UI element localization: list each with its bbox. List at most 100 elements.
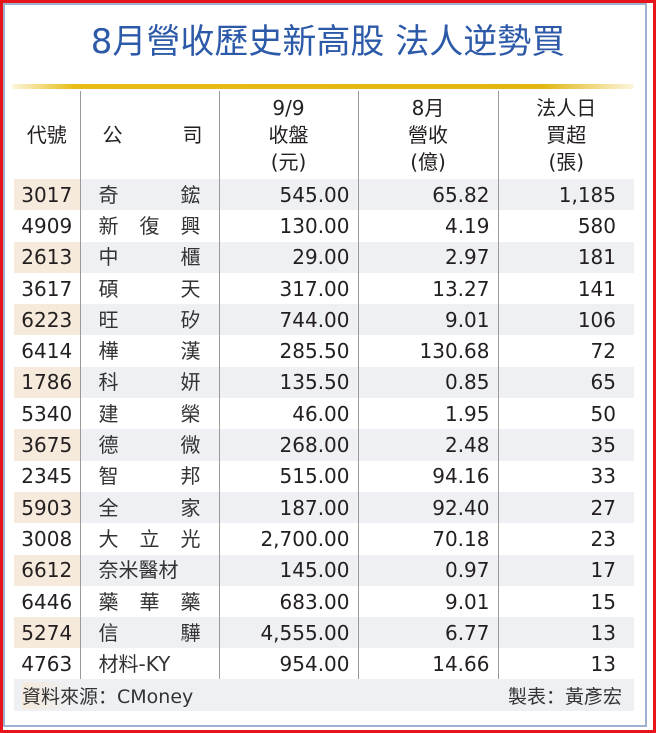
company-name-part: 驊 (180, 620, 201, 645)
header-close-price: 9/9 收盤 (元) (218, 91, 358, 179)
institutional-net-buy: 15 (497, 585, 634, 618)
institutional-net-buy: 13 (497, 648, 634, 680)
institutional-net-buy: 35 (497, 429, 634, 461)
table-row: 3675 德微 268.00 2.48 35 (14, 429, 634, 461)
header-row: 代號 公司 9/9 收盤 (元) 8月 營收 (億) 法人日 買超 (張) (14, 91, 634, 179)
company-name: 藥華藥 (79, 585, 219, 618)
august-revenue: 14.66 (357, 648, 498, 680)
company-name-part: 藥 (98, 589, 119, 614)
close-price: 145.00 (218, 554, 358, 586)
company-name-chars: 全家 (99, 493, 201, 523)
institutional-net-buy: 13 (497, 617, 634, 649)
company-name-part: 榮 (180, 401, 201, 426)
company-name-part: 大 (98, 526, 119, 551)
company-name: 旺矽 (79, 304, 219, 336)
close-price: 46.00 (218, 398, 358, 430)
company-name-part: 櫃 (180, 245, 201, 270)
close-price: 744.00 (218, 304, 358, 336)
close-price: 545.00 (218, 179, 358, 211)
company-name-part: 妍 (180, 370, 201, 395)
table-row: 2613 中櫃 29.00 2.97 181 (14, 241, 634, 273)
august-revenue: 130.68 (357, 335, 498, 367)
table-row: 6223 旺矽 744.00 9.01 106 (14, 304, 634, 336)
company-name-part: 奈米醫材 (98, 558, 179, 583)
company-name-chars: 科妍 (99, 367, 201, 397)
august-revenue: 2.97 (357, 241, 498, 273)
close-price: 268.00 (218, 429, 358, 461)
company-name: 科妍 (79, 366, 219, 399)
company-name: 奈米醫材 (79, 554, 219, 586)
august-revenue: 92.40 (357, 491, 498, 524)
august-revenue: 13.27 (357, 272, 498, 305)
table-row: 6414 樺漢 285.50 130.68 72 (14, 335, 634, 367)
company-name-chars: 奇鋐 (99, 180, 201, 210)
company-name-chars: 藥華藥 (99, 587, 201, 617)
company-name-part: 漢 (180, 339, 201, 364)
institutional-net-buy: 50 (497, 398, 634, 430)
company-name-part: 家 (180, 495, 201, 520)
company-name: 新復興 (79, 210, 219, 242)
company-name-part: 復 (139, 213, 160, 238)
close-price: 187.00 (218, 491, 358, 524)
company-name-part: 立 (139, 526, 160, 551)
company-name-part: 碩 (98, 276, 119, 301)
stock-table: 代號 公司 9/9 收盤 (元) 8月 營收 (億) 法人日 買超 (張) 30… (14, 91, 634, 680)
stock-code: 5274 (14, 617, 80, 649)
company-name-part: 鋐 (180, 182, 201, 207)
company-name: 信驊 (79, 617, 219, 649)
august-revenue: 70.18 (357, 523, 498, 555)
company-name-part: 建 (98, 401, 119, 426)
august-revenue: 4.19 (357, 210, 498, 242)
company-name-part: 藥 (180, 589, 201, 614)
stock-code: 5903 (14, 491, 80, 524)
header-company: 公司 (79, 91, 219, 179)
company-name: 德微 (79, 429, 219, 461)
company-name-part: 興 (180, 213, 201, 238)
company-name-chars: 智邦 (99, 461, 201, 491)
institutional-net-buy: 580 (497, 210, 634, 242)
stock-code: 4763 (21, 652, 73, 677)
institutional-net-buy: 72 (497, 335, 634, 367)
close-price: 4,555.00 (218, 617, 358, 649)
august-revenue: 1.95 (357, 398, 498, 430)
company-name-chars: 旺矽 (99, 305, 201, 335)
stock-code: 3008 (21, 526, 73, 551)
company-name-part: 天 (180, 276, 201, 301)
company-name-part: 信 (98, 620, 119, 645)
institutional-net-buy: 23 (497, 523, 634, 555)
company-name-chars: 樺漢 (99, 336, 201, 366)
institutional-net-buy: 27 (497, 491, 634, 524)
company-name-part: 邦 (180, 464, 201, 489)
table-row: 3617 碩天 317.00 13.27 141 (14, 272, 634, 305)
company-name: 智邦 (79, 460, 219, 492)
stock-code: 2613 (14, 241, 80, 273)
company-name-part: 奇 (98, 182, 119, 207)
close-price: 135.50 (218, 366, 358, 399)
table-row: 3008 大立光 2,700.00 70.18 23 (14, 523, 634, 555)
company-name: 全家 (79, 491, 219, 524)
table-row: 4909 新復興 130.00 4.19 580 (14, 210, 634, 242)
company-name-part: 樺 (98, 339, 119, 364)
close-price: 285.50 (218, 335, 358, 367)
table-body: 3017 奇鋐 545.00 65.82 1,185 4909 新復興 130.00 4.19 5… (14, 179, 634, 680)
stock-code: 6446 (21, 589, 73, 614)
table-row: 5903 全家 187.00 92.40 27 (14, 491, 634, 524)
company-name: 中櫃 (79, 241, 219, 273)
stock-code: 3017 (14, 179, 80, 211)
company-name-part: 智 (98, 464, 119, 489)
stock-code: 1786 (14, 366, 80, 399)
header-revenue: 8月 營收 (億) (357, 91, 498, 179)
august-revenue: 0.85 (357, 366, 498, 399)
table-row: 6446 藥華藥 683.00 9.01 15 (14, 585, 634, 618)
stock-code: 3675 (14, 429, 80, 461)
table-footer: 資料來源：CMoney 製表：黃彥宏 (14, 679, 634, 711)
august-revenue: 9.01 (357, 585, 498, 618)
stock-code: 6223 (14, 304, 80, 336)
institutional-net-buy: 17 (497, 554, 634, 586)
august-revenue: 9.01 (357, 304, 498, 336)
institutional-net-buy: 65 (497, 366, 634, 399)
institutional-net-buy: 33 (497, 460, 634, 492)
company-name-part: 旺 (98, 307, 119, 332)
stock-code: 6414 (21, 339, 73, 364)
company-name: 奇鋐 (79, 179, 219, 211)
